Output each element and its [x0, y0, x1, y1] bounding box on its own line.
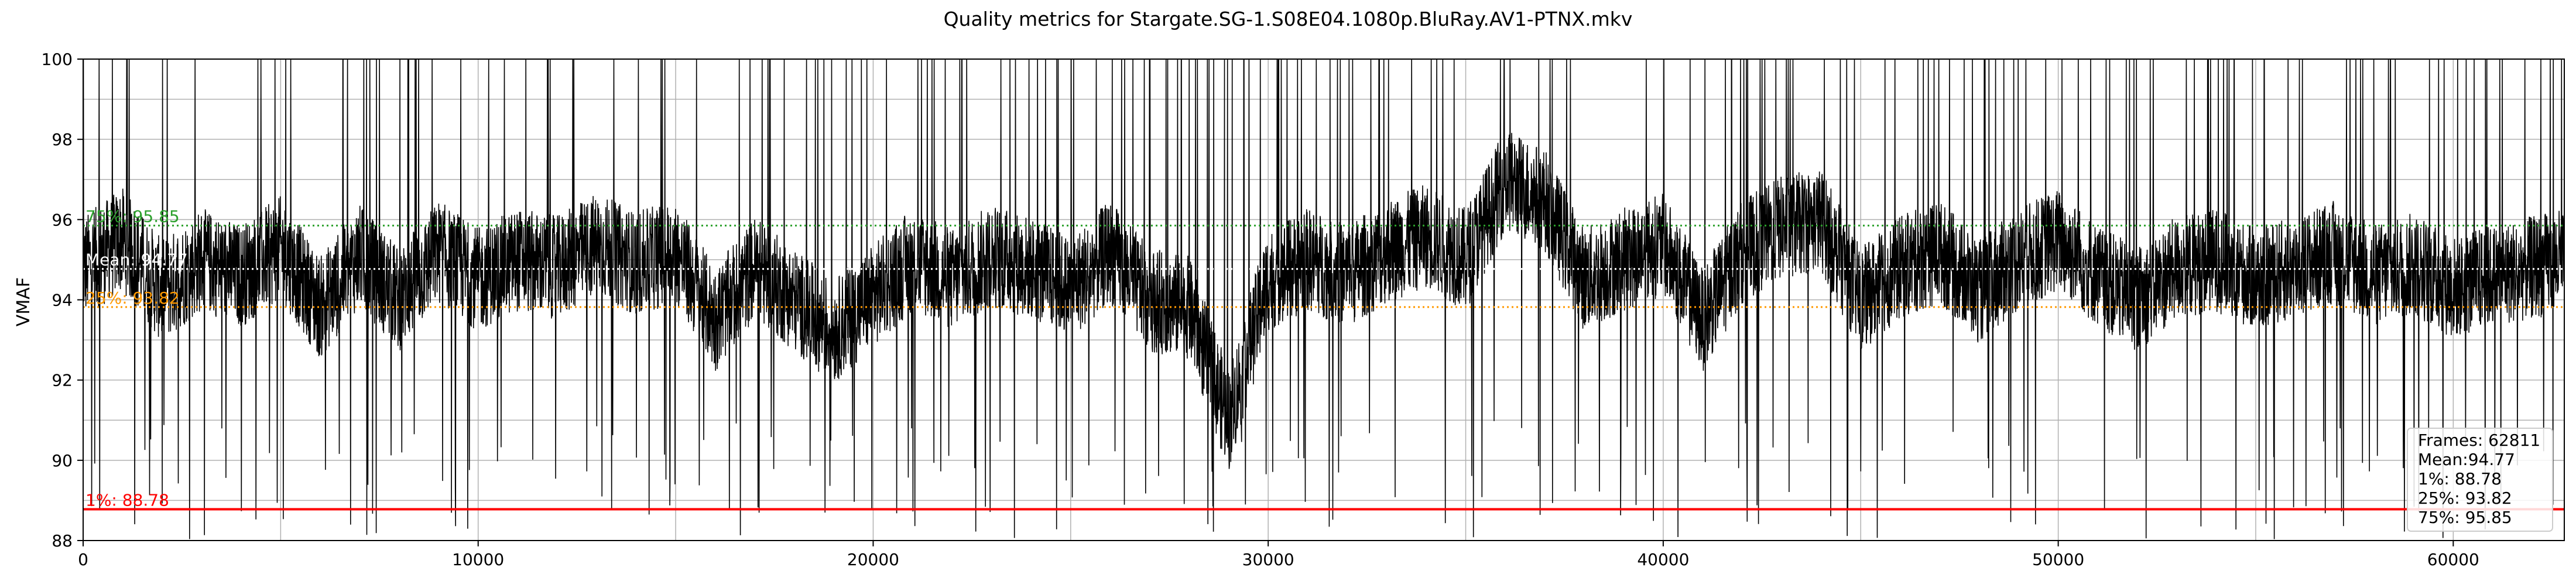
y-tick-label: 98: [52, 130, 73, 149]
legend-p75: 75%: 95.85: [2418, 508, 2512, 527]
x-tick-label: 0: [78, 550, 88, 569]
x-tick-label: 60000: [2427, 550, 2479, 569]
x-tick-label: 10000: [452, 550, 504, 569]
x-tick-label: 50000: [2032, 550, 2084, 569]
stat-label: 1%: 88.78: [85, 491, 169, 510]
series-layer: [83, 58, 2565, 539]
legend-frames: Frames: 62811: [2418, 431, 2540, 450]
y-tick-label: 94: [52, 291, 73, 310]
x-tick-label: 40000: [1637, 550, 1689, 569]
y-tick-label: 100: [42, 50, 73, 69]
y-tick-label: 92: [52, 371, 73, 390]
legend-mean: Mean:94.77: [2418, 450, 2515, 469]
stat-label: 25%: 93.82: [85, 288, 180, 308]
x-tick-label: 30000: [1242, 550, 1294, 569]
legend-box: [2407, 428, 2553, 532]
axis-ticks: 0 10000 20000 30000 40000 50000 60000 88 90 92 94 9…: [42, 50, 2479, 569]
y-tick-label: 90: [52, 451, 73, 470]
y-tick-label: 88: [52, 531, 73, 550]
series-line: [83, 58, 2565, 539]
y-axis-label: VMAF: [13, 277, 34, 326]
stats-legend: Frames: 62811 Mean:94.77 1%: 88.78 25%: …: [2407, 428, 2553, 532]
x-tick-label: 20000: [847, 550, 899, 569]
legend-p1: 1%: 88.78: [2418, 469, 2502, 488]
stat-label: 75%: 95.85: [85, 207, 180, 226]
stat-label: Mean: 94.77: [85, 250, 188, 270]
legend-p25: 25%: 93.82: [2418, 488, 2512, 508]
chart-title: Quality metrics for Stargate.SG-1.S08E04…: [944, 8, 1633, 30]
y-tick-label: 96: [52, 210, 73, 229]
